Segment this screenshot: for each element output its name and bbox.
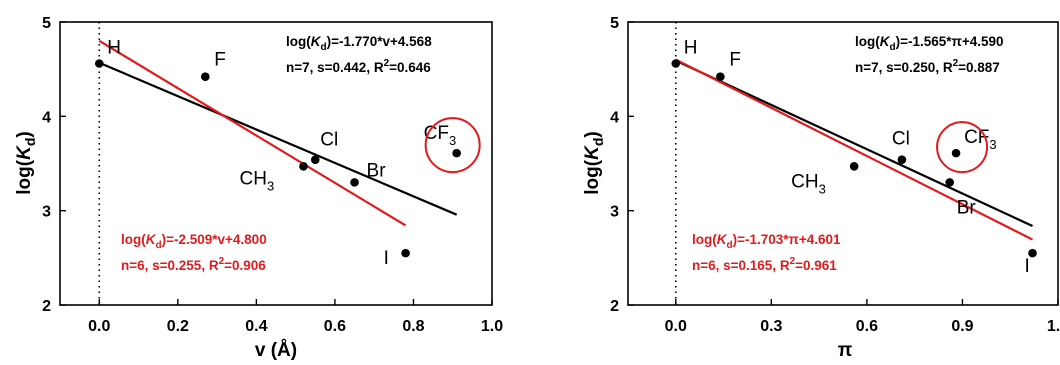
y-tick-label: 2 <box>42 298 51 315</box>
point-label: Br <box>957 197 977 218</box>
y-tick-label: 4 <box>610 109 619 126</box>
data-point <box>94 59 104 68</box>
fit-statistics: n=7, s=0.250, R2=0.887 <box>855 58 1000 75</box>
x-tick-label: 1.2 <box>1047 318 1060 335</box>
data-point <box>452 148 461 158</box>
point-label: Cl <box>892 129 910 150</box>
x-tick-label: 0.2 <box>167 318 189 335</box>
outlier-circle <box>936 121 989 174</box>
data-point <box>951 148 961 158</box>
point-label: Cl <box>320 130 338 151</box>
chart-panel-1: 0.0 0.2 0.4 0.6 0.8 1.0 2 3 4 5 H F CH3 Cl Br I CF3 log(K… <box>14 15 503 361</box>
y-tick-label: 5 <box>42 15 51 32</box>
data-point <box>299 162 308 171</box>
data-point <box>849 162 859 171</box>
outlier-circle <box>424 117 481 174</box>
plot-frame <box>627 21 1059 306</box>
y-tick-label: 2 <box>610 298 619 315</box>
x-tick-label: 0.6 <box>856 318 878 335</box>
x-tick-label: 0.3 <box>760 318 782 335</box>
fit-line-all <box>675 59 1033 228</box>
point-label: CH3 <box>791 171 826 196</box>
data-point <box>897 155 907 165</box>
x-tick-label: 0.9 <box>951 318 973 335</box>
x-tick-label: 0.8 <box>402 318 424 335</box>
point-label: F <box>214 50 226 71</box>
point-label: H <box>684 38 698 59</box>
y-tick-label: 5 <box>610 15 619 32</box>
y-axis-label: log(Kd) <box>582 131 606 194</box>
x-tick-label: 0.0 <box>88 318 110 335</box>
point-label: Br <box>367 160 387 181</box>
y-tick-label: 4 <box>42 109 51 126</box>
fit-line-excl-outlier <box>98 39 407 227</box>
fit-equation: log(Kd)=-1.565*π+4.590 <box>855 34 1004 53</box>
y-tick-label: 3 <box>610 204 619 221</box>
x-axis-label: v (Å) <box>255 340 297 361</box>
data-point <box>671 59 681 68</box>
fit-line-excl-outlier <box>675 58 1034 241</box>
x-axis-label: π <box>838 340 853 361</box>
point-label: I <box>384 248 389 269</box>
data-point <box>310 155 320 165</box>
fit-equation: log(Kd)=-1.770*v+4.568 <box>286 34 432 53</box>
x-tick-label: 0.4 <box>245 318 267 335</box>
x-tick-label: 0.6 <box>324 318 346 335</box>
point-label: F <box>729 50 741 71</box>
point-label: CF3 <box>424 123 457 148</box>
data-point <box>201 72 210 82</box>
data-point <box>350 178 359 187</box>
fit-line-all <box>98 61 458 216</box>
plot-frame <box>59 21 493 306</box>
point-label: H <box>107 38 121 59</box>
y-axis-label: log(Kd) <box>14 131 38 194</box>
data-point <box>401 248 410 258</box>
data-point <box>945 178 955 187</box>
x-tick-label: 0.0 <box>665 318 687 335</box>
fit-equation: log(Kd)=-1.703*π+4.601 <box>692 232 841 251</box>
fit-statistics: n=6, s=0.165, R2=0.961 <box>692 256 837 273</box>
fit-equation: log(Kd)=-2.509*v+4.800 <box>121 232 267 251</box>
fit-statistics: n=6, s=0.255, R2=0.906 <box>121 256 266 273</box>
data-point <box>1028 248 1037 258</box>
x-tick-label: 1.0 <box>481 318 503 335</box>
data-point <box>716 72 725 82</box>
point-label: I <box>1025 256 1030 277</box>
chart-panel-2: 0.00.30.60.91.22345HFCH3ClBrCF3Ilog(Kd)=… <box>582 15 1060 361</box>
point-label: CH3 <box>239 168 274 193</box>
fit-statistics: n=7, s=0.442, R2=0.646 <box>286 58 431 75</box>
y-tick-label: 3 <box>42 204 51 221</box>
